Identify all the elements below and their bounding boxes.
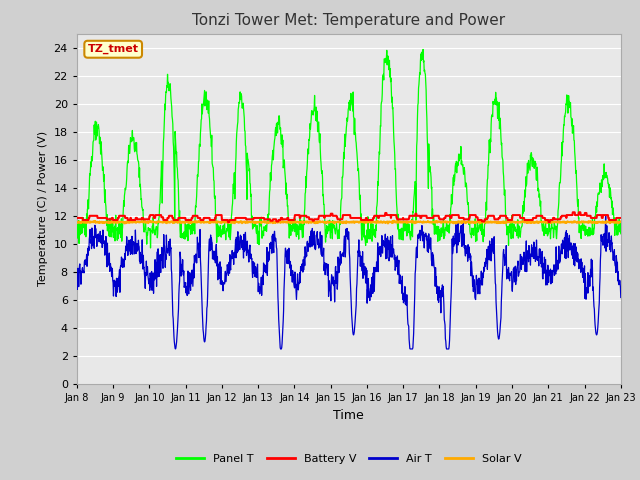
X-axis label: Time: Time [333,408,364,421]
Title: Tonzi Tower Met: Temperature and Power: Tonzi Tower Met: Temperature and Power [192,13,506,28]
Legend: Panel T, Battery V, Air T, Solar V: Panel T, Battery V, Air T, Solar V [172,449,525,468]
Text: TZ_tmet: TZ_tmet [88,44,139,54]
Y-axis label: Temperature (C) / Power (V): Temperature (C) / Power (V) [38,131,48,287]
